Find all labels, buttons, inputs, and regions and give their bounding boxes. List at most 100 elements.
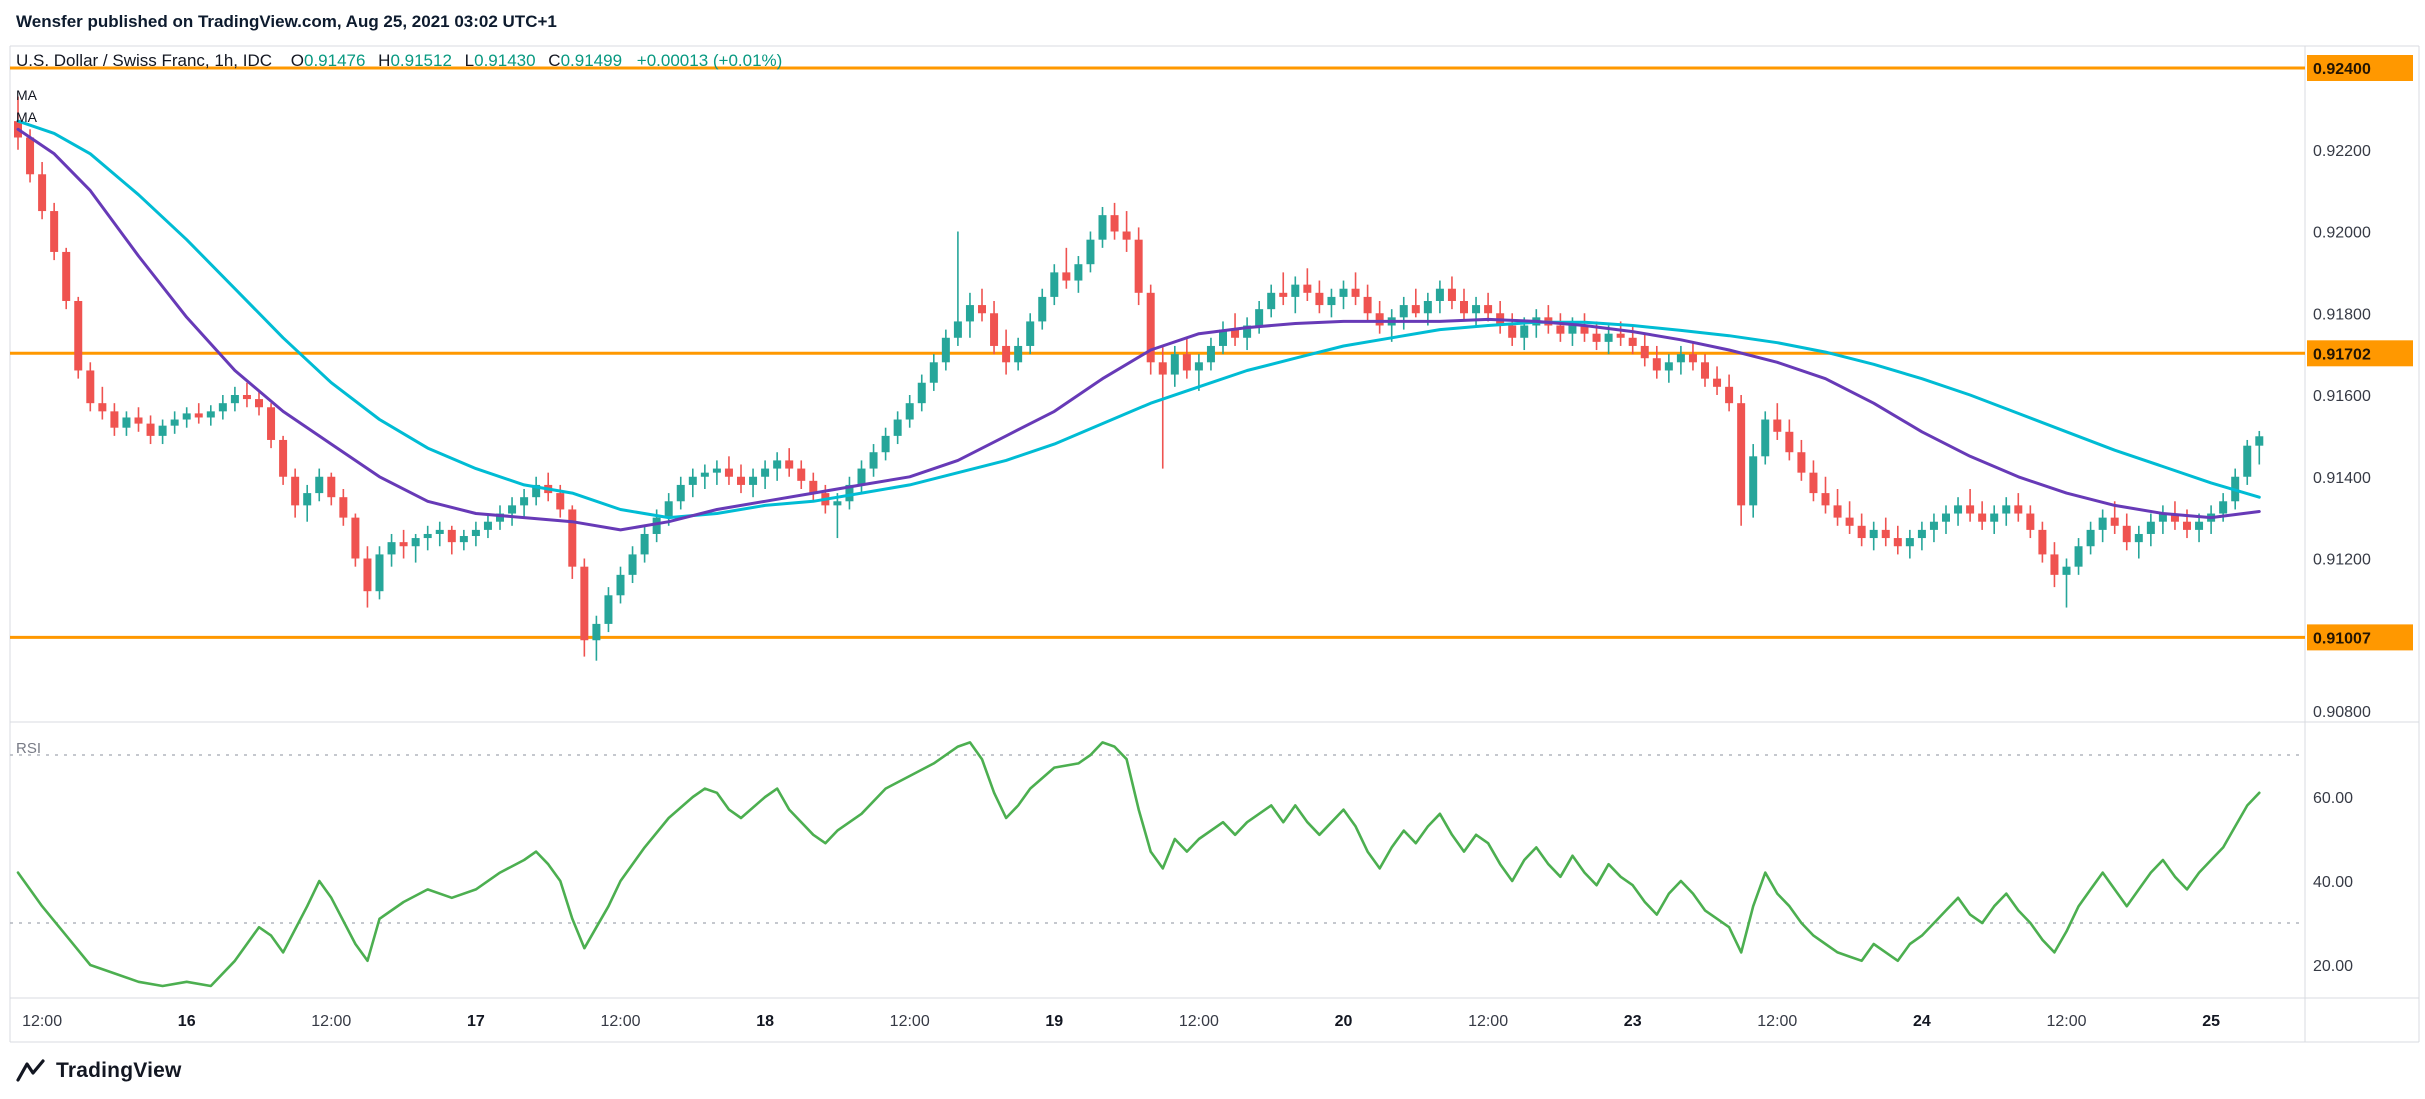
candle-body — [1447, 288, 1456, 301]
candle-body — [1423, 300, 1432, 314]
candle-body — [1435, 288, 1444, 301]
candle-body — [1026, 321, 1035, 346]
candle-body — [1303, 284, 1312, 293]
candle-body — [1327, 296, 1336, 306]
candle-body — [2146, 521, 2155, 534]
candle-body — [2098, 517, 2107, 530]
tradingview-brand-link[interactable]: TradingView — [56, 1059, 182, 1082]
candle-body — [1797, 452, 1806, 473]
candle-body — [1002, 345, 1011, 363]
candle-body — [604, 595, 613, 624]
candle-body — [1701, 362, 1709, 379]
time-label-hour: 12:00 — [1179, 1013, 1219, 1030]
candle-body — [929, 362, 938, 383]
chart-frame — [9, 45, 2420, 1043]
candle-body — [1206, 345, 1215, 363]
candle-body — [86, 370, 95, 404]
candle-body — [1219, 329, 1227, 346]
candle-body — [206, 411, 215, 418]
time-label-day: 18 — [756, 1013, 774, 1030]
candle-body — [568, 509, 577, 567]
candle-body — [1014, 345, 1023, 363]
candle-body — [1809, 472, 1818, 494]
candle-body — [375, 554, 384, 592]
ma-slow-line — [16, 119, 2261, 520]
candle-body — [2183, 521, 2191, 530]
time-label-day: 16 — [178, 1013, 196, 1030]
candle-body — [1628, 337, 1637, 346]
candle-body — [158, 425, 167, 436]
close-letter: C — [548, 51, 560, 70]
candle-body — [1966, 505, 1975, 514]
candle-body — [1568, 325, 1577, 334]
candle-body — [1713, 378, 1722, 387]
candle-body — [242, 395, 251, 400]
candle-body — [447, 529, 456, 543]
candle-body — [339, 497, 348, 518]
candle-body — [194, 413, 203, 418]
candle-body — [1243, 325, 1252, 338]
candle-body — [146, 423, 155, 436]
candle-body — [255, 399, 263, 408]
candle-body — [1134, 239, 1143, 293]
candle-body — [2038, 529, 2047, 555]
tradingview-logo-icon[interactable] — [16, 1058, 46, 1084]
candle-body — [785, 460, 794, 469]
candle-body — [1990, 513, 1999, 522]
rsi-line — [16, 741, 2261, 988]
candle-body — [122, 417, 131, 428]
candle-body — [761, 468, 770, 477]
candle-body — [1194, 362, 1203, 371]
candle-body — [351, 517, 360, 559]
candle-body — [1122, 231, 1131, 240]
candle-body — [700, 472, 709, 477]
candle-body — [652, 517, 661, 534]
candle-body — [1580, 325, 1589, 334]
candle-body — [712, 468, 721, 473]
candle-body — [1170, 354, 1179, 375]
candle-body — [1363, 296, 1372, 314]
price-line-badge — [2307, 340, 2413, 367]
candle-body — [1267, 292, 1276, 310]
horizontal-price-lines[interactable] — [10, 66, 2305, 639]
candle-body — [893, 419, 902, 436]
open-value: 0.91476 — [304, 51, 365, 70]
time-label-hour: 12:00 — [1757, 1013, 1797, 1030]
candle-body — [749, 476, 758, 485]
price-tick-label: 0.91400 — [2313, 470, 2371, 487]
candle-body — [809, 480, 818, 494]
time-label-day: 19 — [1045, 1013, 1063, 1030]
candle-body — [74, 300, 83, 371]
candle-body — [2026, 513, 2035, 530]
price-line-badge — [2307, 55, 2413, 81]
candle-body — [411, 538, 420, 547]
candle-body — [1616, 333, 1625, 338]
candle-body — [833, 501, 842, 506]
candle-body — [134, 417, 143, 424]
ma-slow-path — [16, 119, 2261, 520]
candle-body — [737, 476, 745, 485]
candle-body — [2243, 445, 2252, 477]
candle-body — [2219, 501, 2228, 514]
candle-body — [688, 476, 697, 485]
time-axis[interactable]: 12:00 16 12:00 17 12:00 18 12:00 19 12:00 20 12:00… — [22, 1013, 2220, 1030]
candle-body — [724, 468, 733, 477]
price-line-badge-label: 0.92400 — [2313, 61, 2371, 78]
price-axis[interactable]: 0.92200 0.92000 0.91800 0.91600 0.91400 0.912… — [2307, 55, 2413, 721]
price-tick-label: 0.91800 — [2313, 306, 2371, 323]
candle-body — [218, 403, 227, 412]
open-letter: O — [291, 51, 304, 70]
candle-body — [110, 411, 119, 428]
time-label-hour: 12:00 — [311, 1013, 351, 1030]
candle-body — [917, 382, 926, 404]
candle-body — [1074, 264, 1083, 281]
candle-body — [664, 501, 673, 518]
ma-fast-path — [16, 127, 2261, 532]
candle-body — [2086, 529, 2095, 547]
candle-body — [1255, 309, 1264, 326]
candle-body — [1833, 505, 1842, 518]
candle-body — [2195, 521, 2204, 530]
candle-body — [1592, 333, 1601, 342]
